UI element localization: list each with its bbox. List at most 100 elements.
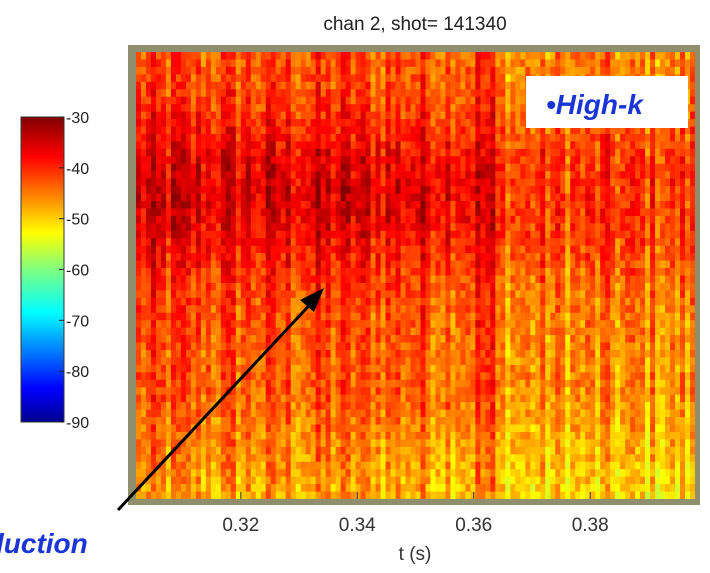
heatmap-cell <box>305 342 312 351</box>
heatmap-cell <box>150 350 157 359</box>
heatmap-cell <box>136 245 142 254</box>
heatmap-cell <box>200 141 207 150</box>
heatmap-cell <box>275 74 282 83</box>
heatmap-cell <box>435 417 442 426</box>
heatmap-cell <box>545 454 551 463</box>
heatmap-cell <box>480 394 486 403</box>
heatmap-cell <box>220 253 227 262</box>
heatmap-cell <box>475 439 481 448</box>
heatmap-cell <box>545 193 551 202</box>
heatmap-cell <box>505 409 511 418</box>
heatmap-cell <box>405 81 412 90</box>
heatmap-cell <box>540 327 546 336</box>
heatmap-cell <box>380 253 387 262</box>
heatmap-cell <box>445 178 452 187</box>
heatmap-cell <box>150 104 157 113</box>
heatmap-cell <box>305 133 312 142</box>
heatmap-cell <box>395 126 402 135</box>
heatmap-cell <box>420 230 427 239</box>
heatmap-cell <box>185 320 192 329</box>
heatmap-cell <box>325 282 332 291</box>
heatmap-cell <box>290 178 297 187</box>
heatmap-cell <box>435 215 442 224</box>
heatmap-cell <box>490 148 496 157</box>
heatmap-cell <box>255 402 262 411</box>
heatmap-cell <box>275 141 282 150</box>
heatmap-cell <box>255 424 262 433</box>
heatmap-cell <box>295 387 302 396</box>
heatmap-cell <box>485 96 491 105</box>
heatmap-cell <box>175 104 182 113</box>
heatmap-cell <box>180 59 187 68</box>
heatmap-cell <box>270 469 277 478</box>
heatmap-cell <box>160 469 167 478</box>
heatmap-cell <box>490 171 496 180</box>
heatmap-cell <box>320 282 327 291</box>
heatmap-cell <box>540 208 546 217</box>
heatmap-cell <box>375 193 382 202</box>
heatmap-cell <box>525 305 531 314</box>
heatmap-cell <box>505 74 511 83</box>
heatmap-cell <box>340 178 347 187</box>
heatmap-cell <box>300 268 307 277</box>
heatmap-cell <box>535 402 541 411</box>
heatmap-cell <box>470 260 476 269</box>
heatmap-cell <box>285 81 292 90</box>
heatmap-cell <box>340 327 347 336</box>
heatmap-cell <box>320 215 327 224</box>
heatmap-cell <box>195 193 202 202</box>
heatmap-cell <box>300 357 307 366</box>
heatmap-cell <box>245 74 252 83</box>
heatmap-cell <box>295 335 302 344</box>
heatmap-cell <box>305 148 312 157</box>
heatmap-cell <box>205 484 212 493</box>
heatmap-cell <box>230 335 237 344</box>
heatmap-cell <box>510 178 516 187</box>
heatmap-cell <box>440 312 447 321</box>
heatmap-cell <box>360 89 367 98</box>
heatmap-cell <box>205 126 212 135</box>
heatmap-cell <box>136 186 142 195</box>
heatmap-cell <box>535 297 541 306</box>
heatmap-cell <box>260 364 267 373</box>
heatmap-cell <box>380 163 387 172</box>
heatmap-cell <box>490 372 496 381</box>
heatmap-cell <box>535 387 541 396</box>
heatmap-cell <box>395 111 402 120</box>
heatmap-cell <box>136 66 142 75</box>
heatmap-cell <box>500 141 506 150</box>
heatmap-cell <box>285 156 292 165</box>
heatmap-cell <box>490 402 496 411</box>
heatmap-cell <box>350 133 357 142</box>
heatmap-cell <box>485 156 491 165</box>
heatmap-cell <box>160 327 167 336</box>
heatmap-cell <box>265 275 272 284</box>
heatmap-cell <box>350 126 357 135</box>
heatmap-cell <box>360 364 367 373</box>
heatmap-cell <box>160 357 167 366</box>
heatmap-cell <box>220 454 227 463</box>
heatmap-cell <box>245 409 252 418</box>
heatmap-cell <box>195 305 202 314</box>
heatmap-cell <box>390 394 397 403</box>
heatmap-cell <box>475 372 481 381</box>
heatmap-cell <box>285 342 292 351</box>
heatmap-cell <box>515 364 521 373</box>
heatmap-cell <box>175 491 182 499</box>
heatmap-cell <box>220 193 227 202</box>
heatmap-cell <box>430 350 437 359</box>
heatmap-cell <box>360 439 367 448</box>
heatmap-cell <box>200 223 207 232</box>
heatmap-cell <box>350 439 357 448</box>
heatmap-cell <box>220 59 227 68</box>
heatmap-cell <box>275 111 282 120</box>
heatmap-cell <box>435 402 442 411</box>
heatmap-cell <box>345 141 352 150</box>
heatmap-cell <box>375 446 382 455</box>
heatmap-cell <box>370 156 377 165</box>
heatmap-cell <box>265 89 272 98</box>
heatmap-cell <box>230 201 237 210</box>
heatmap-cell <box>190 245 197 254</box>
heatmap-cell <box>370 275 377 284</box>
heatmap-cell <box>180 312 187 321</box>
